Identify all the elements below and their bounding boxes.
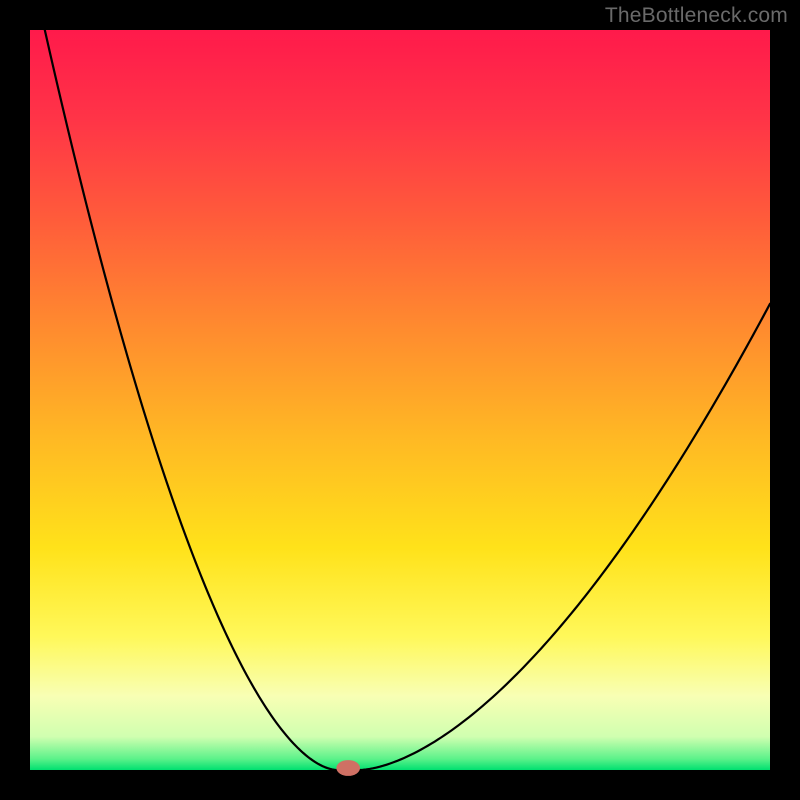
watermark-text: TheBottleneck.com — [605, 4, 788, 28]
bottleneck-chart — [0, 0, 800, 800]
chart-container: TheBottleneck.com — [0, 0, 800, 800]
minimum-marker — [336, 760, 360, 776]
